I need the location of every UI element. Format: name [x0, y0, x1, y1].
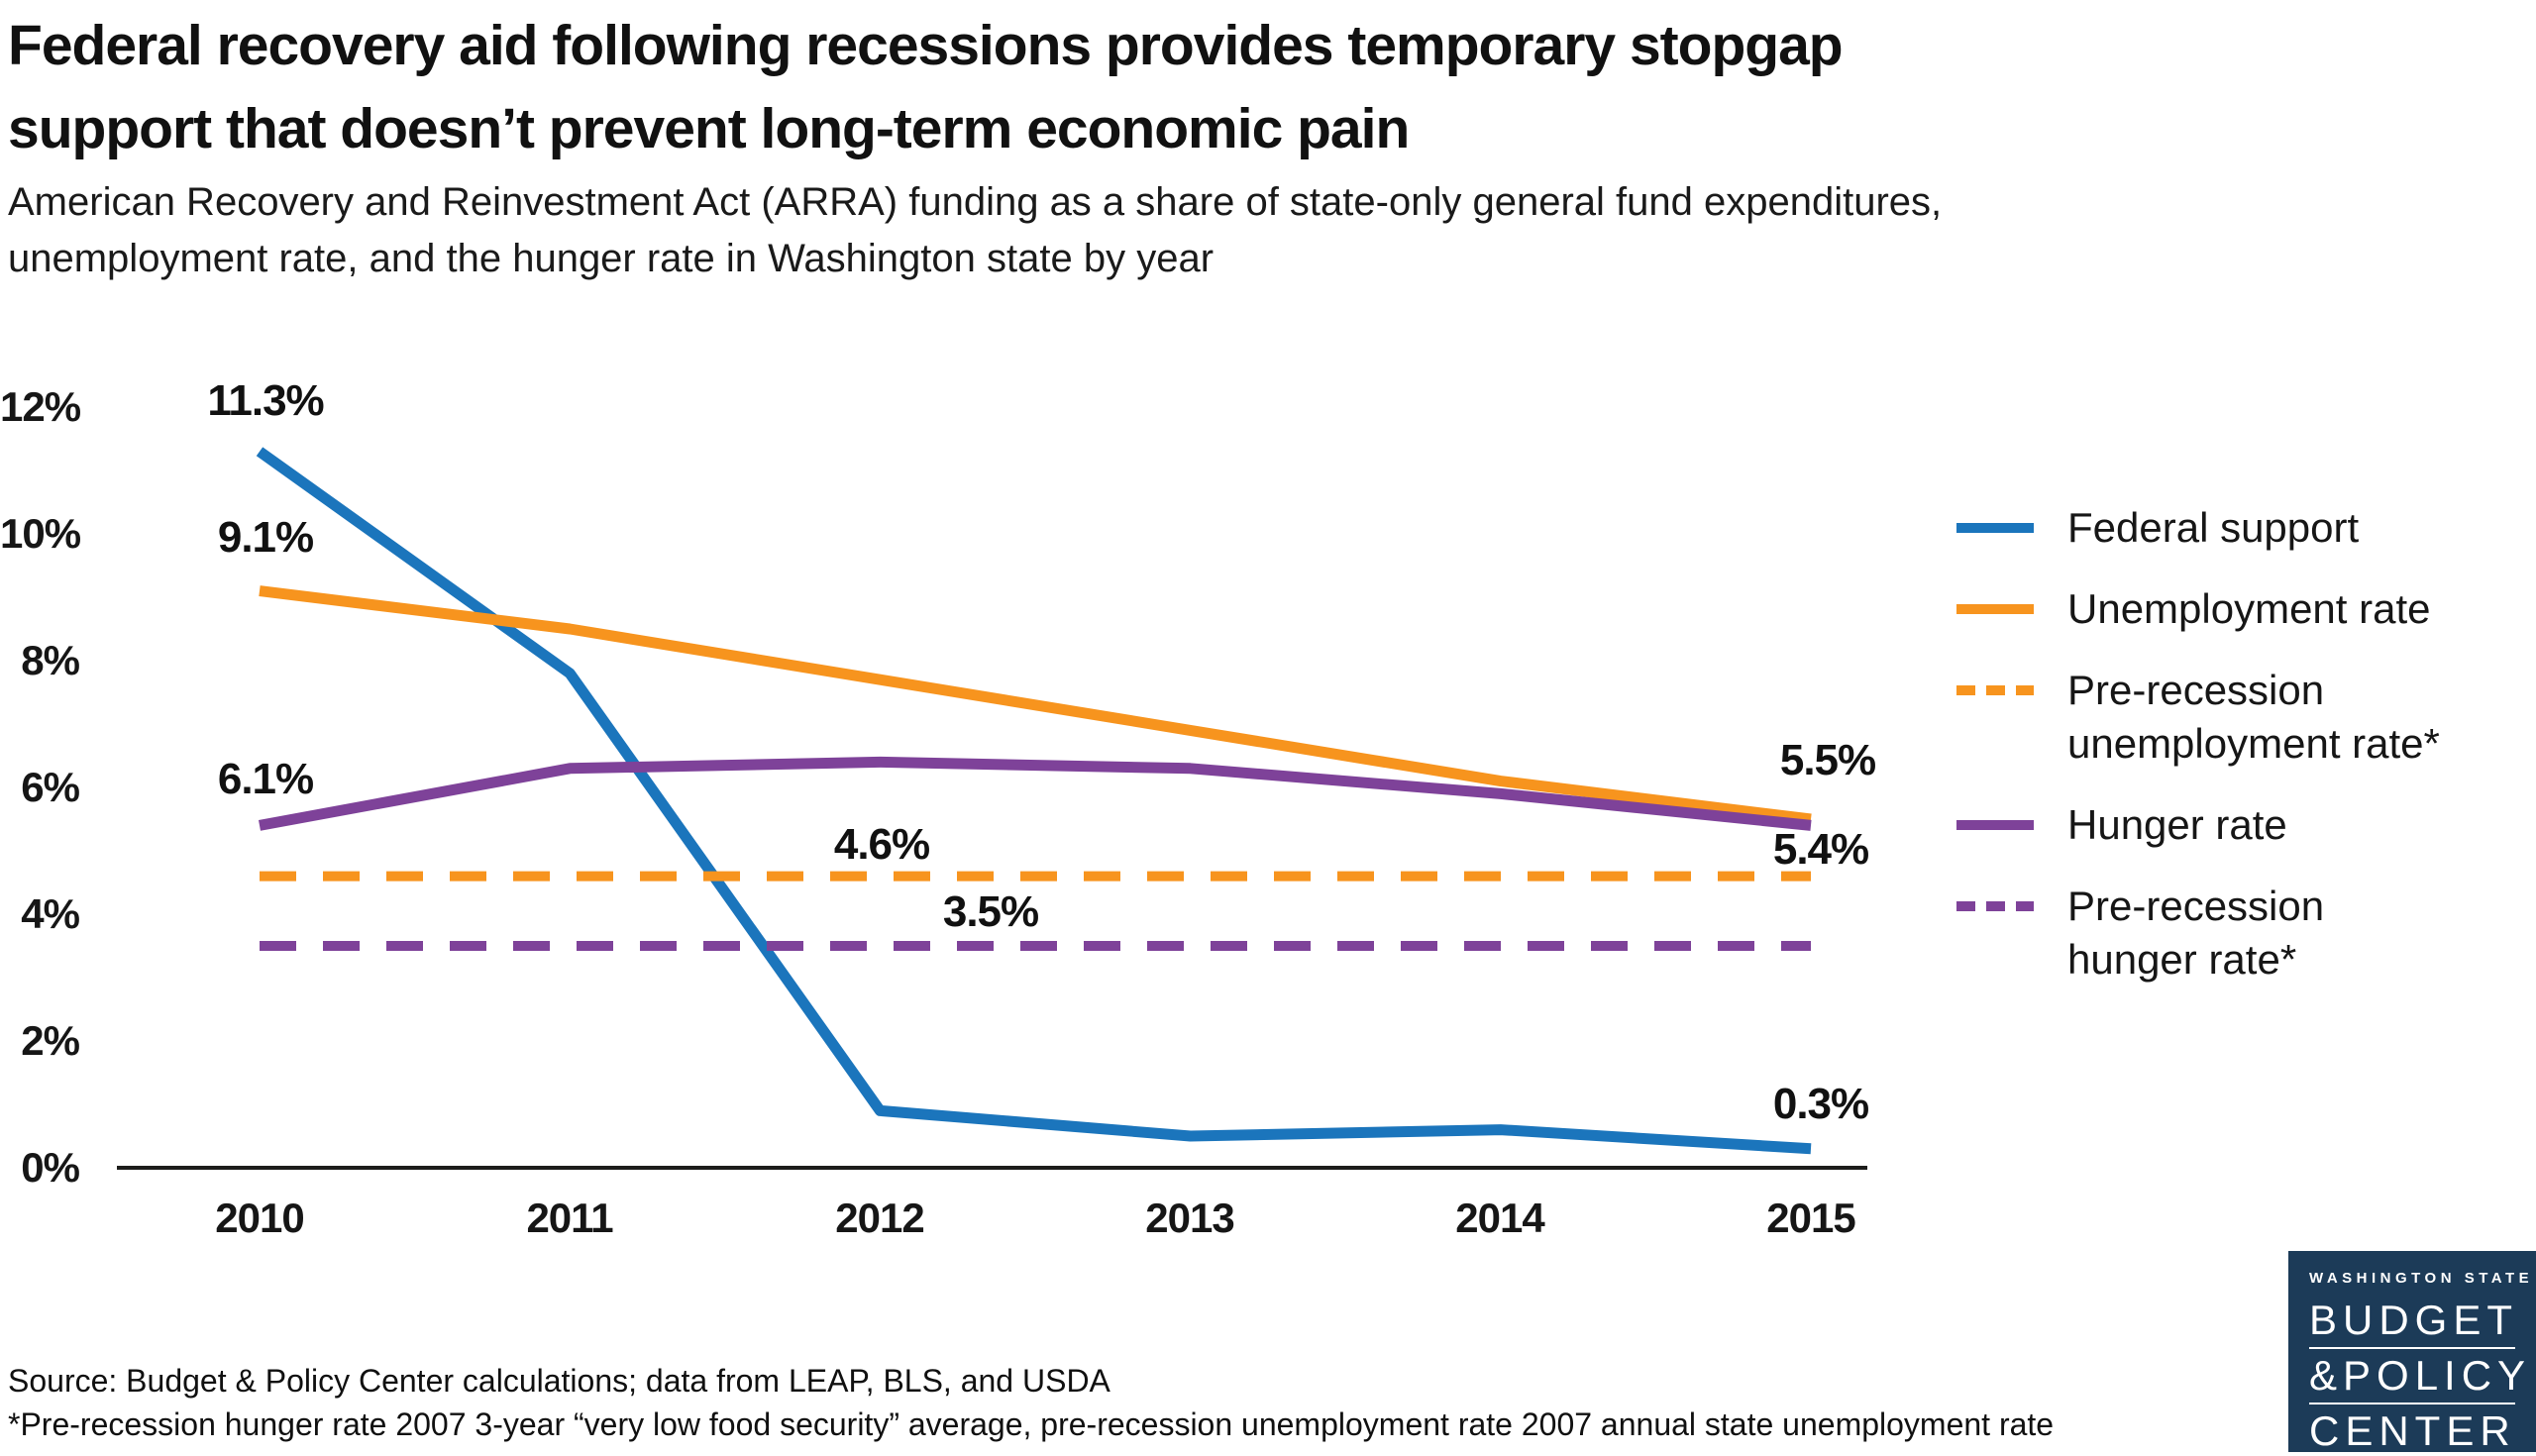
legend-swatch-federal-support-icon	[1956, 523, 2034, 533]
data-label-hunger-2015: 5.4%	[1772, 825, 1869, 874]
chart-subtitle-line1: American Recovery and Reinvestment Act (…	[8, 180, 1943, 224]
x-axis-label-2012: 2012	[835, 1195, 924, 1241]
x-axis-label-2015: 2015	[1766, 1195, 1855, 1241]
legend-swatch-pre-recession-hunger-icon	[1956, 901, 2034, 911]
x-axis-label-2014: 2014	[1455, 1195, 1544, 1241]
legend-label-hunger-rate: Hunger rate	[2067, 801, 2287, 848]
page-title-line2: support that doesn’t prevent long-term e…	[8, 97, 1410, 160]
logo-policy-text: &POLICY	[2309, 1352, 2532, 1399]
data-label-pre-recession-unemployment: 4.6%	[833, 820, 930, 869]
chart-footer: Source: Budget & Policy Center calculati…	[8, 1359, 2054, 1446]
logo-divider-top	[2309, 1347, 2515, 1349]
data-label-unemployment-2010: 9.1%	[217, 513, 314, 562]
legend-label-unemployment-rate: Unemployment rate	[2067, 585, 2431, 632]
x-axis-label-2013: 2013	[1145, 1195, 1234, 1241]
line-unemployment-rate	[259, 585, 1812, 825]
legend-item-unemployment-rate: Unemployment rate	[1956, 582, 2440, 636]
footnote-text: *Pre-recession hunger rate 2007 3-year “…	[8, 1406, 2055, 1442]
budget-policy-center-logo: WASHINGTON STATE BUDGET &POLICY CENTER	[2288, 1251, 2536, 1454]
logo-budget-text: BUDGET	[2309, 1297, 2519, 1343]
legend-label-pre-recession-hunger-line1: Pre-recession	[2067, 883, 2325, 929]
page-title-line1: Federal recovery aid following recession…	[8, 14, 1844, 77]
chart-subtitle-line2: unemployment rate, and the hunger rate i…	[8, 237, 1215, 280]
legend-item-pre-recession-unemployment-rate: Pre-recession unemployment rate*	[1956, 664, 2440, 771]
logo-center-text: CENTER	[2309, 1407, 2516, 1454]
legend-swatch-hunger-rate-icon	[1956, 820, 2034, 830]
legend-label-pre-recession-hunger-rate: Pre-recession hunger rate*	[2067, 880, 2324, 987]
data-label-federal-2015: 0.3%	[1772, 1080, 1869, 1128]
y-axis-tick-4: 4%	[21, 890, 80, 937]
x-axis-label-2010: 2010	[215, 1195, 304, 1241]
legend-swatch-unemployment-rate-icon	[1956, 604, 2034, 614]
y-axis-tick-12: 12%	[0, 383, 81, 430]
chart-legend: Federal support Unemployment rate Pre-re…	[1956, 501, 2440, 987]
logo-washington-state-text: WASHINGTON STATE	[2309, 1270, 2534, 1287]
legend-label-pre-recession-hunger-line2: hunger rate*	[2067, 936, 2297, 983]
legend-label-pre-recession-unemployment-rate: Pre-recession unemployment rate*	[2067, 664, 2440, 771]
legend-item-hunger-rate: Hunger rate	[1956, 798, 2440, 852]
legend-swatch-pre-recession-unemployment-icon	[1956, 685, 2034, 695]
legend-label-federal-support: Federal support	[2067, 504, 2360, 551]
line-hunger-rate	[259, 756, 1812, 831]
source-text: Source: Budget & Policy Center calculati…	[8, 1363, 1110, 1399]
x-axis-label-2011: 2011	[526, 1195, 613, 1241]
y-axis-tick-8: 8%	[21, 637, 80, 683]
y-axis-tick-2: 2%	[21, 1017, 80, 1064]
legend-label-pre-recession-unemployment-line1: Pre-recession	[2067, 667, 2325, 713]
line-federal-support	[256, 447, 1812, 1155]
y-axis-tick-10: 10%	[0, 510, 81, 557]
page-title: Federal recovery aid following recession…	[8, 4, 1844, 170]
data-label-unemployment-2015: 5.5%	[1779, 736, 1876, 784]
data-label-pre-recession-hunger: 3.5%	[942, 887, 1039, 936]
legend-item-federal-support: Federal support	[1956, 501, 2440, 555]
chart-subtitle: American Recovery and Reinvestment Act (…	[8, 174, 1942, 287]
data-label-hunger-2010: 6.1%	[217, 755, 314, 803]
legend-item-pre-recession-hunger-rate: Pre-recession hunger rate*	[1956, 880, 2440, 987]
y-axis-tick-0: 0%	[21, 1144, 80, 1191]
legend-label-pre-recession-unemployment-line2: unemployment rate*	[2067, 720, 2440, 767]
logo-divider-bottom	[2309, 1403, 2515, 1404]
y-axis-tick-6: 6%	[21, 764, 80, 810]
data-label-federal-2010: 11.3%	[207, 376, 324, 425]
